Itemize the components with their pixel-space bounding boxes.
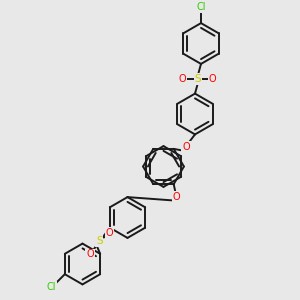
- Text: O: O: [106, 228, 113, 238]
- Text: O: O: [209, 74, 217, 84]
- Text: O: O: [178, 74, 186, 84]
- Text: S: S: [195, 74, 201, 84]
- Text: Cl: Cl: [47, 282, 56, 292]
- Text: S: S: [96, 236, 103, 246]
- Text: O: O: [86, 249, 94, 260]
- Text: Cl: Cl: [196, 2, 206, 13]
- Text: O: O: [173, 192, 181, 202]
- Text: O: O: [182, 142, 190, 152]
